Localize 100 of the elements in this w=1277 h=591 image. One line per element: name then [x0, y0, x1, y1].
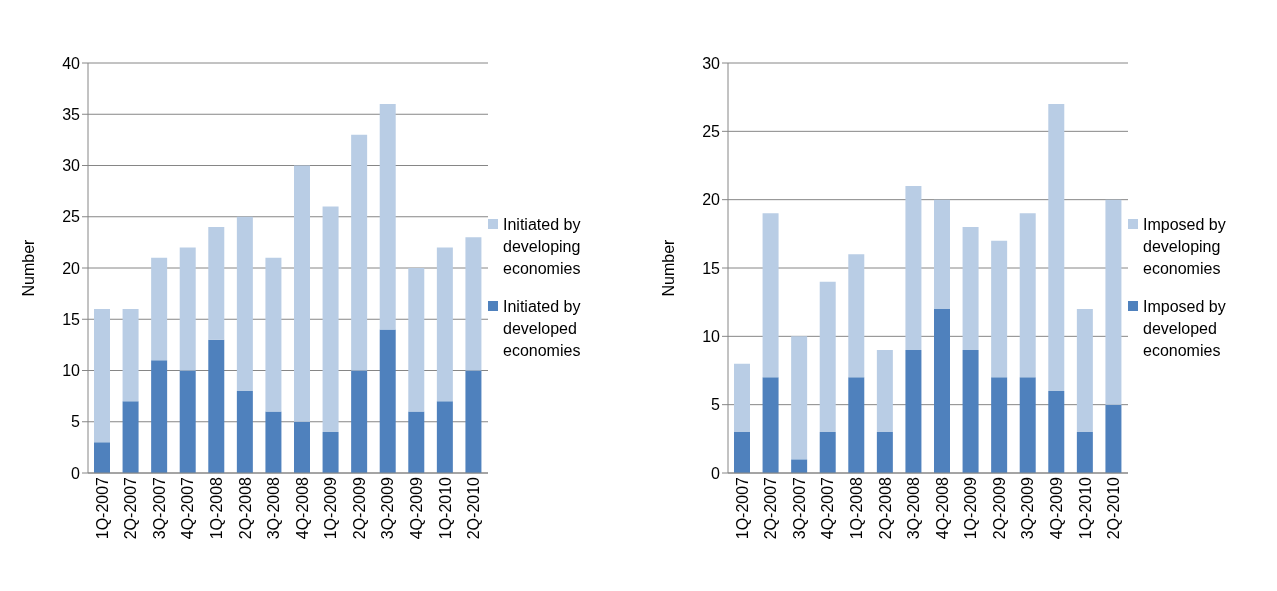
bar	[465, 237, 482, 371]
y-axis-title: Number	[19, 238, 37, 297]
bar	[351, 370, 368, 473]
legend-label: Imposed by developing economies	[1143, 214, 1227, 279]
x-tick-label: 4Q-2009	[1047, 476, 1065, 540]
x-tick-label: 1Q-2007	[733, 476, 751, 540]
bar	[179, 247, 196, 371]
bar	[991, 377, 1008, 473]
y-tick-label: 40	[62, 54, 81, 72]
x-tick-label: 2Q-2007	[122, 476, 140, 540]
bar	[791, 459, 808, 473]
y-tick-label: 10	[62, 362, 81, 380]
bar	[1105, 199, 1122, 405]
bar	[934, 309, 950, 473]
y-tick-label: 10	[702, 328, 721, 346]
legend-label: Initiated by developed economies	[503, 296, 582, 361]
y-tick-label: 25	[702, 123, 721, 141]
bar	[265, 257, 282, 412]
bar	[905, 350, 922, 473]
x-tick-label: 2Q-2009	[990, 476, 1008, 540]
x-tick-label: 4Q-2008	[293, 476, 311, 540]
bar	[1019, 377, 1036, 473]
x-tick-label: 4Q-2007	[179, 476, 197, 540]
bar	[762, 377, 779, 473]
x-tick-label: 4Q-2007	[819, 476, 837, 540]
legend-label: Initiated by developing economies	[503, 214, 582, 279]
bar	[322, 432, 339, 473]
x-tick-label: 4Q-2009	[407, 476, 425, 540]
bar	[734, 363, 750, 432]
bar	[848, 254, 865, 378]
bar	[465, 370, 482, 473]
bar	[122, 309, 139, 402]
bar	[94, 309, 110, 443]
x-tick-label: 4Q-2008	[933, 476, 951, 540]
bar	[876, 350, 893, 432]
y-tick-label: 0	[711, 464, 721, 482]
bar	[179, 370, 196, 473]
x-tick-label: 2Q-2010	[1105, 476, 1123, 540]
y-tick-label: 35	[62, 105, 81, 123]
bar	[122, 401, 139, 473]
bar	[94, 442, 110, 473]
x-tick-label: 2Q-2008	[876, 476, 894, 540]
y-tick-label: 15	[62, 310, 81, 328]
bar	[265, 411, 282, 473]
y-tick-label: 30	[702, 54, 721, 72]
x-tick-label: 1Q-2008	[847, 476, 865, 540]
bar	[351, 134, 368, 371]
bar	[991, 240, 1008, 378]
x-tick-label: 3Q-2009	[1019, 476, 1037, 540]
bar	[1076, 309, 1093, 432]
x-tick-label: 1Q-2010	[1076, 476, 1094, 540]
bar	[151, 360, 168, 473]
x-tick-label: 3Q-2008	[265, 476, 283, 540]
y-tick-label: 25	[62, 208, 81, 226]
bar	[379, 329, 396, 473]
x-tick-label: 1Q-2008	[207, 476, 225, 540]
bar	[436, 247, 453, 402]
bar	[379, 104, 396, 330]
bar	[1019, 213, 1036, 378]
bar	[208, 339, 225, 473]
bar	[208, 227, 225, 340]
bar	[294, 165, 310, 422]
x-tick-label: 2Q-2009	[350, 476, 368, 540]
bar	[934, 199, 950, 309]
x-tick-label: 3Q-2009	[379, 476, 397, 540]
y-axis-title: Number	[659, 238, 677, 297]
bar	[322, 206, 339, 432]
bar	[151, 257, 168, 361]
bar	[1048, 391, 1065, 473]
x-tick-label: 2Q-2007	[762, 476, 780, 540]
y-tick-label: 20	[62, 259, 81, 277]
bar	[734, 432, 750, 473]
x-tick-label: 1Q-2009	[322, 476, 340, 540]
bar	[236, 391, 253, 473]
bar	[905, 186, 922, 350]
bar	[294, 421, 310, 473]
x-tick-label: 3Q-2008	[905, 476, 923, 540]
x-tick-label: 3Q-2007	[150, 476, 168, 540]
bar	[876, 432, 893, 473]
bar	[1076, 432, 1093, 473]
y-tick-label: 15	[702, 259, 721, 277]
y-tick-label: 0	[71, 464, 81, 482]
bar	[436, 401, 453, 473]
x-tick-label: 3Q-2007	[790, 476, 808, 540]
bar	[1105, 404, 1122, 473]
bar	[819, 281, 836, 432]
x-tick-label: 1Q-2010	[436, 476, 454, 540]
bar	[819, 432, 836, 473]
x-tick-label: 1Q-2007	[93, 476, 111, 540]
bar	[1048, 104, 1065, 391]
bar	[962, 350, 979, 473]
y-tick-label: 30	[62, 157, 81, 175]
x-tick-label: 2Q-2010	[465, 476, 483, 540]
bar	[762, 213, 779, 378]
bar	[408, 411, 425, 473]
x-tick-label: 1Q-2009	[962, 476, 980, 540]
x-tick-label: 2Q-2008	[236, 476, 254, 540]
bar	[962, 227, 979, 350]
y-tick-label: 5	[711, 396, 721, 414]
bar	[408, 268, 425, 412]
